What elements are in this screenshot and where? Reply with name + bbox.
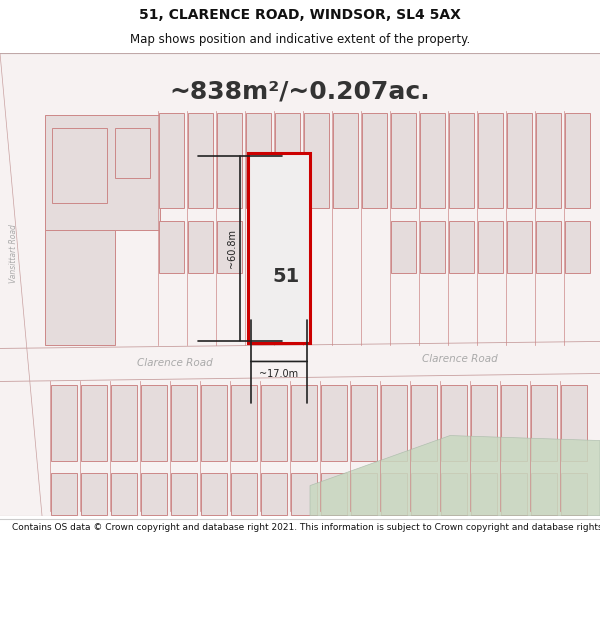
Bar: [261, 472, 287, 514]
Bar: [391, 221, 416, 273]
Bar: [381, 386, 407, 461]
Bar: [291, 472, 317, 514]
Text: 51: 51: [273, 268, 300, 286]
Bar: [501, 386, 527, 461]
Bar: [471, 472, 497, 514]
Bar: [51, 472, 77, 514]
Bar: [478, 113, 503, 208]
Text: Vansittart Road: Vansittart Road: [10, 224, 19, 282]
Bar: [159, 221, 184, 273]
Bar: [141, 386, 167, 461]
Bar: [188, 113, 213, 208]
Bar: [231, 472, 257, 514]
Bar: [507, 113, 532, 208]
Bar: [441, 386, 467, 461]
Bar: [449, 113, 474, 208]
Bar: [381, 472, 407, 514]
Bar: [565, 113, 590, 208]
Text: ~838m²/~0.207ac.: ~838m²/~0.207ac.: [170, 79, 430, 103]
Bar: [565, 221, 590, 273]
Bar: [81, 386, 107, 461]
Bar: [471, 386, 497, 461]
Bar: [411, 472, 437, 514]
Bar: [531, 472, 557, 514]
Bar: [171, 386, 197, 461]
Text: Contains OS data © Crown copyright and database right 2021. This information is : Contains OS data © Crown copyright and d…: [12, 523, 600, 532]
Bar: [351, 472, 377, 514]
Polygon shape: [310, 436, 600, 516]
Bar: [291, 386, 317, 461]
Bar: [531, 386, 557, 461]
Bar: [111, 386, 137, 461]
Bar: [159, 113, 184, 208]
Bar: [201, 472, 227, 514]
Bar: [51, 386, 77, 461]
Bar: [201, 386, 227, 461]
Bar: [536, 221, 561, 273]
Bar: [321, 386, 347, 461]
Bar: [217, 221, 242, 273]
Bar: [304, 113, 329, 208]
Bar: [501, 472, 527, 514]
Bar: [45, 231, 115, 346]
Bar: [188, 221, 213, 273]
Bar: [52, 128, 107, 203]
Bar: [115, 128, 150, 178]
Bar: [391, 113, 416, 208]
Polygon shape: [0, 53, 42, 516]
Bar: [141, 472, 167, 514]
Bar: [321, 472, 347, 514]
Bar: [81, 472, 107, 514]
Bar: [478, 221, 503, 273]
Bar: [536, 113, 561, 208]
Text: 51, CLARENCE ROAD, WINDSOR, SL4 5AX: 51, CLARENCE ROAD, WINDSOR, SL4 5AX: [139, 8, 461, 22]
Bar: [217, 113, 242, 208]
Bar: [45, 115, 160, 231]
Bar: [111, 472, 137, 514]
Bar: [441, 472, 467, 514]
Bar: [507, 221, 532, 273]
Bar: [561, 472, 587, 514]
Bar: [171, 472, 197, 514]
Bar: [261, 386, 287, 461]
Polygon shape: [0, 341, 600, 381]
Bar: [362, 113, 387, 208]
Bar: [231, 386, 257, 461]
Text: Map shows position and indicative extent of the property.: Map shows position and indicative extent…: [130, 33, 470, 46]
Bar: [420, 113, 445, 208]
Bar: [420, 221, 445, 273]
Bar: [333, 113, 358, 208]
Bar: [411, 386, 437, 461]
Bar: [449, 221, 474, 273]
Bar: [561, 386, 587, 461]
Bar: [248, 153, 310, 344]
Text: ~60.8m: ~60.8m: [227, 229, 237, 268]
Text: Clarence Road: Clarence Road: [422, 354, 498, 364]
Bar: [246, 113, 271, 208]
Bar: [351, 386, 377, 461]
Bar: [275, 113, 300, 208]
Text: Clarence Road: Clarence Road: [137, 359, 213, 369]
Text: ~17.0m: ~17.0m: [259, 369, 299, 379]
